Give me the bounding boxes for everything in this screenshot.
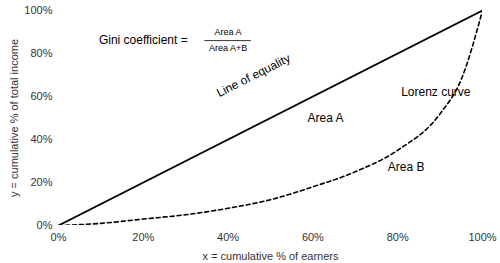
svg-text:60%: 60% (30, 90, 52, 102)
svg-text:Area B: Area B (388, 160, 425, 174)
svg-text:Area A: Area A (308, 111, 344, 125)
svg-text:y = cumulative % of total inco: y = cumulative % of total income (8, 39, 20, 197)
svg-text:Area A: Area A (215, 27, 242, 37)
svg-text:20%: 20% (132, 231, 154, 243)
svg-text:100%: 100% (24, 4, 52, 16)
svg-text:80%: 80% (30, 47, 52, 59)
svg-text:60%: 60% (302, 231, 324, 243)
svg-text:80%: 80% (387, 231, 409, 243)
svg-text:40%: 40% (30, 133, 52, 145)
svg-text:20%: 20% (30, 176, 52, 188)
svg-text:Gini coefficient =: Gini coefficient = (99, 33, 188, 47)
svg-text:0%: 0% (37, 219, 53, 231)
svg-text:40%: 40% (217, 231, 239, 243)
svg-text:100%: 100% (468, 231, 496, 243)
svg-text:Lorenz curve: Lorenz curve (401, 85, 471, 99)
svg-text:x = cumulative % of earners: x = cumulative % of earners (202, 250, 339, 262)
svg-text:Line of equality: Line of equality (214, 51, 292, 100)
svg-text:Area A+B: Area A+B (209, 43, 247, 53)
svg-text:0%: 0% (51, 231, 67, 243)
